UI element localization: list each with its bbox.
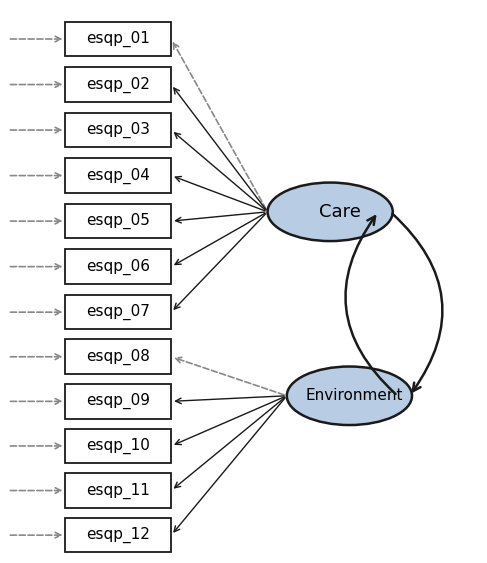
FancyBboxPatch shape: [65, 428, 171, 463]
FancyBboxPatch shape: [65, 204, 171, 238]
FancyBboxPatch shape: [65, 67, 171, 102]
FancyArrowPatch shape: [345, 216, 395, 394]
Text: esqp_05: esqp_05: [86, 213, 150, 229]
FancyArrowPatch shape: [393, 214, 442, 391]
Ellipse shape: [287, 367, 412, 425]
FancyBboxPatch shape: [65, 384, 171, 419]
FancyBboxPatch shape: [65, 473, 171, 508]
FancyBboxPatch shape: [65, 339, 171, 374]
FancyBboxPatch shape: [65, 295, 171, 329]
FancyBboxPatch shape: [65, 518, 171, 552]
Text: esqp_10: esqp_10: [86, 438, 150, 454]
Text: Environment: Environment: [305, 388, 403, 403]
FancyBboxPatch shape: [65, 113, 171, 148]
FancyBboxPatch shape: [65, 22, 171, 56]
Text: esqp_07: esqp_07: [86, 304, 150, 320]
Text: esqp_11: esqp_11: [86, 482, 150, 499]
Text: esqp_06: esqp_06: [86, 258, 150, 275]
Text: esqp_02: esqp_02: [86, 77, 150, 93]
Text: esqp_03: esqp_03: [86, 122, 150, 138]
Text: Care: Care: [319, 203, 361, 221]
Ellipse shape: [267, 182, 393, 241]
FancyBboxPatch shape: [65, 158, 171, 193]
Text: esqp_09: esqp_09: [86, 393, 150, 409]
Text: esqp_01: esqp_01: [86, 31, 150, 47]
Text: esqp_04: esqp_04: [86, 167, 150, 184]
Text: esqp_12: esqp_12: [86, 527, 150, 543]
Text: esqp_08: esqp_08: [86, 348, 150, 365]
FancyBboxPatch shape: [65, 249, 171, 284]
